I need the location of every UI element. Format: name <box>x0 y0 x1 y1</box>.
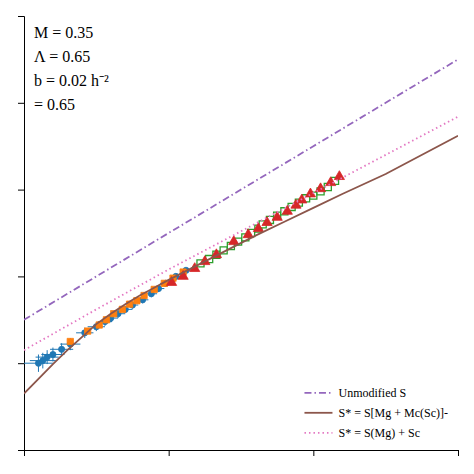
legend-label: S* = S(Mg) + Sc <box>338 426 420 440</box>
annotation: M = 0.35 <box>34 24 93 41</box>
point <box>282 205 292 214</box>
x-axis-tick <box>169 450 170 456</box>
x-axis-line <box>25 451 459 457</box>
annotation: = 0.65 <box>34 96 75 113</box>
x-axis-tick <box>458 450 459 456</box>
y-axis-line <box>18 17 25 451</box>
point <box>50 351 56 357</box>
point <box>326 177 336 186</box>
annotation: b = 0.02 h⁻² <box>34 72 109 89</box>
point <box>44 354 50 360</box>
y-axis-tick <box>18 190 24 191</box>
legend: Unmodified S S* = S[Mg + Mc(Sc)]- S* = S(M… <box>304 386 448 440</box>
legend-swatch <box>304 432 332 434</box>
y-axis-tick-mark <box>18 363 24 364</box>
line <box>24 136 458 394</box>
legend-swatch <box>304 412 332 414</box>
x-axis <box>25 450 459 456</box>
legend-item: Unmodified S <box>304 386 406 400</box>
x-axis-tick-mark <box>313 450 314 456</box>
line <box>24 117 458 350</box>
y-axis-tick-mark <box>18 190 24 191</box>
x-axis-tick-mark <box>458 450 459 456</box>
annotations: M = 0.35 Λ = 0.65 b = 0.02 h⁻² = 0.65 <box>34 24 109 113</box>
plot-area <box>24 59 458 393</box>
line <box>24 59 458 319</box>
legend-item: S* = S[Mg + Mc(Sc)]- <box>304 406 448 420</box>
point <box>243 229 253 238</box>
legend-label: S* = S[Mg + Mc(Sc)]- <box>338 406 448 420</box>
y-axis-tick-mark <box>18 276 24 277</box>
y-axis-tick-mark <box>18 450 24 451</box>
x-axis-tick <box>313 450 314 456</box>
point <box>67 338 73 344</box>
x-axis-tick-mark <box>169 450 170 456</box>
y-axis-tick <box>18 450 24 451</box>
y-axis-tick-mark <box>18 16 24 17</box>
point <box>59 346 65 352</box>
y-axis-tick <box>18 363 24 364</box>
y-axis-tick <box>18 103 24 104</box>
legend-label: Unmodified S <box>338 386 406 400</box>
chart: M = 0.35 Λ = 0.65 b = 0.02 h⁻² = 0.65 Unmodi… <box>0 0 474 474</box>
point <box>253 223 263 232</box>
point <box>334 171 344 180</box>
point <box>305 188 315 197</box>
y-axis-tick <box>18 16 24 17</box>
y-axis <box>18 17 25 451</box>
legend-swatch <box>304 392 332 394</box>
legend-item: S* = S(Mg) + Sc <box>304 426 420 440</box>
point <box>262 217 272 226</box>
y-axis-tick-mark <box>18 103 24 104</box>
annotation: Λ = 0.65 <box>34 48 90 65</box>
y-axis-tick <box>18 276 24 277</box>
